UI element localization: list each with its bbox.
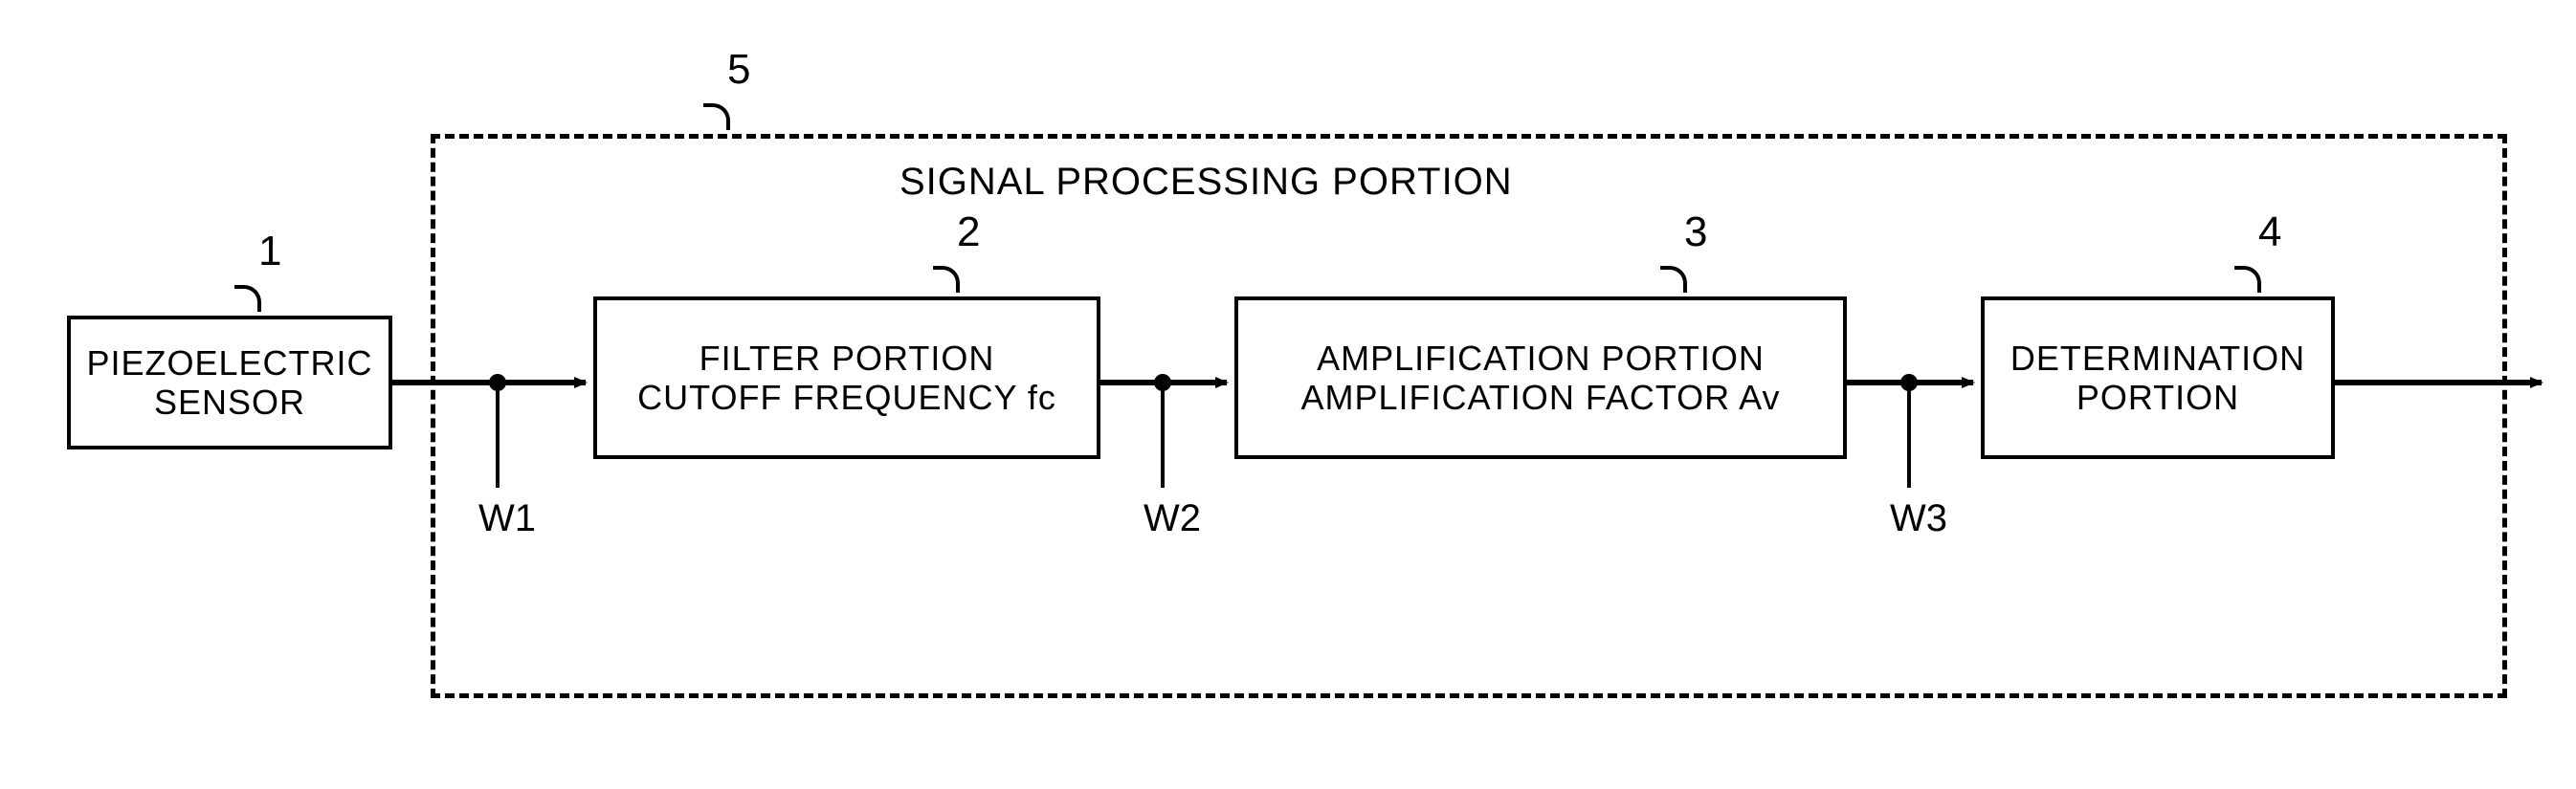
wire-label-w1: W1 xyxy=(478,497,536,540)
leader-hook-1 xyxy=(234,285,261,312)
block-piezoelectric-sensor: PIEZOELECTRIC SENSOR xyxy=(67,316,392,449)
block-line: AMPLIFICATION PORTION xyxy=(1317,339,1765,378)
ref-num-3: 3 xyxy=(1684,208,1707,256)
wire-label-w2: W2 xyxy=(1144,497,1201,540)
ref-num-4: 4 xyxy=(2258,208,2281,256)
block-line: PORTION xyxy=(2076,378,2239,417)
block-line: CUTOFF FREQUENCY fc xyxy=(637,378,1056,417)
block-filter-portion: FILTER PORTION CUTOFF FREQUENCY fc xyxy=(593,296,1100,459)
leader-hook-5 xyxy=(703,103,730,130)
block-line: DETERMINATION xyxy=(2010,339,2305,378)
diagram-canvas: SIGNAL PROCESSING PORTION 5 PIEZOELECTRI… xyxy=(0,0,2576,789)
block-line: PIEZOELECTRIC xyxy=(86,343,372,383)
block-line: AMPLIFICATION FACTOR Av xyxy=(1300,378,1780,417)
wire-label-w3: W3 xyxy=(1890,497,1947,540)
block-determination-portion: DETERMINATION PORTION xyxy=(1981,296,2335,459)
block-amplification-portion: AMPLIFICATION PORTION AMPLIFICATION FACT… xyxy=(1234,296,1847,459)
ref-num-container: 5 xyxy=(727,46,750,94)
ref-num-1: 1 xyxy=(258,228,281,275)
container-title: SIGNAL PROCESSING PORTION xyxy=(899,161,1513,204)
ref-num-2: 2 xyxy=(957,208,980,256)
block-line: SENSOR xyxy=(154,383,305,422)
block-line: FILTER PORTION xyxy=(700,339,995,378)
